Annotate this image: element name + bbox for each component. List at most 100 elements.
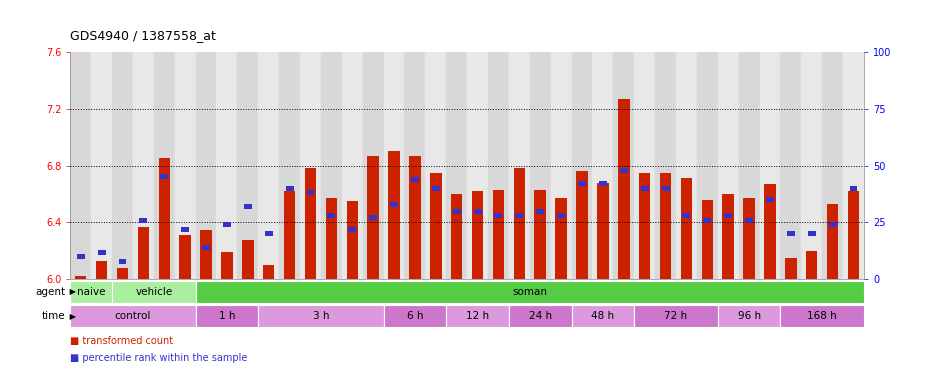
Text: naive: naive bbox=[77, 286, 105, 296]
Bar bbox=[451, 194, 462, 279]
Bar bbox=[766, 197, 774, 202]
Bar bbox=[118, 258, 127, 264]
Bar bbox=[75, 276, 86, 279]
Bar bbox=[216, 52, 238, 279]
Bar bbox=[557, 213, 565, 218]
Bar bbox=[242, 240, 253, 279]
Bar bbox=[404, 52, 426, 279]
Bar bbox=[849, 186, 857, 191]
Bar bbox=[598, 183, 609, 279]
Bar bbox=[635, 305, 718, 327]
Bar bbox=[509, 52, 530, 279]
Text: soman: soman bbox=[512, 286, 548, 296]
Bar bbox=[326, 198, 337, 279]
Bar bbox=[321, 52, 342, 279]
Bar bbox=[77, 254, 85, 259]
Bar bbox=[179, 235, 191, 279]
Bar bbox=[764, 184, 776, 279]
Bar bbox=[493, 190, 504, 279]
Bar bbox=[722, 194, 734, 279]
Text: 24 h: 24 h bbox=[529, 311, 552, 321]
Bar bbox=[829, 222, 836, 227]
Bar bbox=[703, 218, 711, 223]
Bar bbox=[265, 231, 273, 236]
Bar bbox=[160, 174, 168, 179]
Bar bbox=[140, 218, 147, 223]
Bar bbox=[718, 305, 781, 327]
Bar bbox=[258, 52, 279, 279]
Text: ▶: ▶ bbox=[67, 311, 76, 321]
Bar bbox=[618, 99, 630, 279]
Bar bbox=[724, 213, 733, 218]
Bar bbox=[613, 52, 635, 279]
Bar bbox=[133, 52, 154, 279]
Bar bbox=[639, 173, 650, 279]
Bar bbox=[592, 52, 613, 279]
Bar bbox=[430, 173, 441, 279]
Text: GDS4940 / 1387558_at: GDS4940 / 1387558_at bbox=[70, 29, 216, 42]
Bar bbox=[848, 191, 859, 279]
Bar bbox=[342, 52, 363, 279]
Bar bbox=[306, 190, 314, 195]
Bar bbox=[195, 281, 864, 303]
Bar bbox=[347, 201, 358, 279]
Bar bbox=[660, 173, 672, 279]
Bar bbox=[576, 171, 587, 279]
Text: control: control bbox=[115, 311, 151, 321]
Bar bbox=[530, 52, 550, 279]
Text: agent: agent bbox=[35, 286, 66, 296]
Bar bbox=[785, 258, 796, 279]
Text: 96 h: 96 h bbox=[737, 311, 760, 321]
Bar bbox=[446, 305, 509, 327]
Bar bbox=[98, 250, 105, 255]
Text: time: time bbox=[42, 311, 66, 321]
Bar bbox=[676, 52, 697, 279]
Bar bbox=[801, 52, 822, 279]
Bar bbox=[759, 52, 781, 279]
Bar bbox=[70, 52, 92, 279]
Text: ■ transformed count: ■ transformed count bbox=[70, 336, 173, 346]
Bar bbox=[327, 213, 336, 218]
Bar bbox=[635, 52, 655, 279]
Bar bbox=[515, 213, 524, 218]
Bar bbox=[258, 305, 384, 327]
Bar bbox=[138, 227, 149, 279]
Bar bbox=[195, 52, 216, 279]
Bar bbox=[300, 52, 321, 279]
Bar bbox=[620, 168, 628, 173]
Bar bbox=[446, 52, 467, 279]
Bar bbox=[92, 52, 112, 279]
Bar bbox=[697, 52, 718, 279]
Bar bbox=[822, 52, 843, 279]
Bar bbox=[202, 245, 210, 250]
Bar bbox=[535, 190, 546, 279]
Bar bbox=[284, 191, 295, 279]
Bar bbox=[154, 52, 175, 279]
Bar bbox=[641, 186, 648, 191]
Text: ■ percentile rank within the sample: ■ percentile rank within the sample bbox=[70, 353, 248, 363]
Bar bbox=[827, 204, 838, 279]
Text: ▶: ▶ bbox=[67, 287, 76, 296]
Bar bbox=[572, 52, 592, 279]
Bar bbox=[117, 268, 129, 279]
Bar bbox=[550, 52, 572, 279]
Text: 72 h: 72 h bbox=[664, 311, 687, 321]
Bar bbox=[681, 179, 692, 279]
Bar bbox=[112, 52, 133, 279]
Bar bbox=[808, 231, 816, 236]
Bar bbox=[467, 52, 488, 279]
Bar bbox=[96, 261, 107, 279]
Bar bbox=[238, 52, 258, 279]
Bar bbox=[509, 305, 572, 327]
Bar bbox=[279, 52, 300, 279]
Text: 168 h: 168 h bbox=[808, 311, 837, 321]
Bar bbox=[744, 198, 755, 279]
Bar bbox=[474, 209, 482, 214]
Bar bbox=[181, 227, 189, 232]
Text: 3 h: 3 h bbox=[313, 311, 329, 321]
Bar bbox=[158, 159, 170, 279]
Bar bbox=[363, 52, 384, 279]
Bar bbox=[661, 186, 670, 191]
Bar bbox=[70, 305, 195, 327]
Bar bbox=[112, 281, 195, 303]
